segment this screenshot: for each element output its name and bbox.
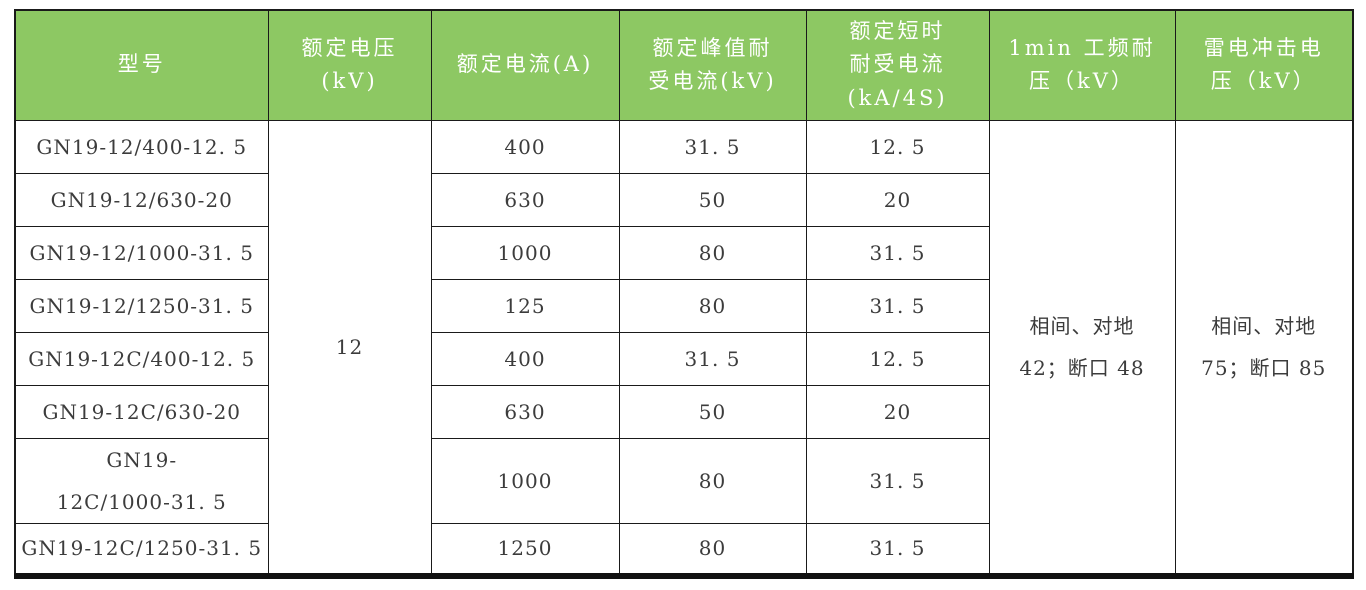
table-row: GN19-12C/400-12. 5 400 31. 5 12. 5 xyxy=(14,331,1353,386)
current-cell: 400 xyxy=(430,119,620,174)
model-cell: GN19-12/1000-31. 5 xyxy=(14,225,269,280)
model-cell: GN19- 12C/1000-31. 5 xyxy=(14,437,269,524)
table-body: GN19-12/400-12. 5 12 400 31. 5 12. 5 相间、… xyxy=(14,119,1354,577)
short-time-cell: 20 xyxy=(805,384,990,439)
peak-cell: 80 xyxy=(618,522,807,577)
peak-cell: 31. 5 xyxy=(618,331,807,386)
short-time-cell: 31. 5 xyxy=(805,437,990,524)
header-short-time-withstand-current: 额定短时 耐受电流 (kA/4S) xyxy=(805,9,990,121)
short-time-cell: 12. 5 xyxy=(805,119,990,174)
model-cell: GN19-12/1250-31. 5 xyxy=(14,278,269,333)
table-row: GN19-12/1000-31. 5 1000 80 31. 5 xyxy=(14,225,1353,280)
rated-voltage-cell: 12 xyxy=(267,119,432,577)
header-model: 型号 xyxy=(14,9,269,121)
header-lightning-impulse-voltage: 雷电冲击电 压（kV） xyxy=(1174,9,1354,121)
table-row: GN19-12C/630-20 630 50 20 xyxy=(14,384,1353,439)
table-row: GN19- 12C/1000-31. 5 1000 80 31. 5 xyxy=(14,437,1353,524)
table-header: 型号 额定电压 (kV) 额定电流(A) 额定峰值耐 受电流(kV) 额定短时 … xyxy=(14,9,1354,121)
model-cell: GN19-12/630-20 xyxy=(14,172,269,227)
power-frequency-cell: 相间、对地 42；断口 48 xyxy=(988,119,1176,577)
model-cell: GN19-12/400-12. 5 xyxy=(14,119,269,174)
header-row: 型号 额定电压 (kV) 额定电流(A) 额定峰值耐 受电流(kV) 额定短时 … xyxy=(14,9,1354,121)
current-cell: 1000 xyxy=(430,225,620,280)
table-row: GN19-12/1250-31. 5 125 80 31. 5 xyxy=(14,278,1353,333)
header-power-frequency-withstand: 1min 工频耐 压（kV） xyxy=(988,9,1176,121)
current-cell: 1250 xyxy=(430,522,620,577)
lightning-impulse-cell: 相间、对地 75；断口 85 xyxy=(1174,119,1354,577)
model-cell: GN19-12C/1250-31. 5 xyxy=(14,522,269,577)
table-row: GN19-12C/1250-31. 5 1250 80 31. 5 xyxy=(14,522,1353,577)
short-time-cell: 31. 5 xyxy=(805,225,990,280)
current-cell: 630 xyxy=(430,384,620,439)
table-row: GN19-12/400-12. 5 12 400 31. 5 12. 5 相间、… xyxy=(14,119,1354,577)
header-rated-current: 额定电流(A) xyxy=(430,9,620,121)
current-cell: 125 xyxy=(430,278,620,333)
model-cell: GN19-12C/400-12. 5 xyxy=(14,331,269,386)
model-cell: GN19-12C/630-20 xyxy=(14,384,269,439)
current-cell: 1000 xyxy=(430,437,620,524)
spec-table: 型号 额定电压 (kV) 额定电流(A) 额定峰值耐 受电流(kV) 额定短时 … xyxy=(14,9,1354,579)
peak-cell: 31. 5 xyxy=(618,119,807,174)
header-rated-voltage: 额定电压 (kV) xyxy=(267,9,432,121)
peak-cell: 80 xyxy=(618,278,807,333)
peak-cell: 80 xyxy=(618,437,807,524)
header-peak-withstand-current: 额定峰值耐 受电流(kV) xyxy=(618,9,807,121)
current-cell: 400 xyxy=(430,331,620,386)
short-time-cell: 31. 5 xyxy=(805,522,990,577)
peak-cell: 50 xyxy=(618,384,807,439)
short-time-cell: 12. 5 xyxy=(805,331,990,386)
short-time-cell: 20 xyxy=(805,172,990,227)
short-time-cell: 31. 5 xyxy=(805,278,990,333)
peak-cell: 80 xyxy=(618,225,807,280)
current-cell: 630 xyxy=(430,172,620,227)
peak-cell: 50 xyxy=(618,172,807,227)
